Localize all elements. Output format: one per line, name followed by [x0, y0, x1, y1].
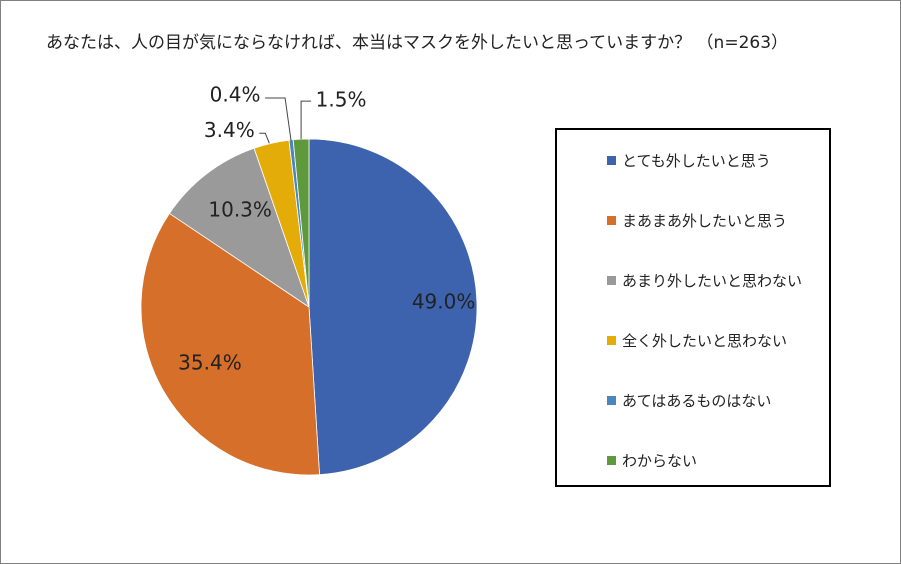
data-label: 1.5% — [316, 88, 367, 112]
pie-slice — [308, 138, 478, 476]
legend-swatch — [607, 215, 616, 225]
legend: とても外したいと思う まあまあ外したいと思う あまり外したいと思わない 全く外し… — [555, 128, 831, 487]
legend-label: あまり外したいと思わない — [622, 271, 803, 290]
legend-label: まあまあ外したいと思う — [622, 211, 788, 230]
pie-slice — [168, 147, 310, 308]
data-label: 35.4% — [178, 350, 242, 374]
legend-swatch — [607, 155, 616, 165]
legend-swatch — [607, 275, 616, 285]
legend-label: 全く外したいと思わない — [622, 331, 788, 350]
legend-item: まあまあ外したいと思う — [607, 210, 787, 230]
data-label: 0.4% — [210, 82, 261, 106]
legend-swatch — [607, 395, 616, 405]
leader-line — [259, 132, 270, 144]
chart-title: あなたは、人の目が気にならなければ、本当はマスクを外したいと思っていますか？ （… — [46, 33, 789, 53]
leader-line — [300, 100, 312, 140]
data-label: 10.3% — [208, 198, 272, 222]
legend-item: あてはあるものはない — [607, 390, 771, 410]
legend-swatch — [607, 335, 616, 345]
legend-swatch — [607, 455, 616, 465]
legend-item: とても外したいと思う — [607, 150, 771, 170]
pie-slice — [292, 138, 310, 308]
legend-item: あまり外したいと思わない — [607, 270, 802, 290]
data-label: 49.0% — [412, 289, 476, 313]
legend-label: とても外したいと思う — [622, 151, 771, 170]
leader-line — [265, 97, 292, 142]
pie-slice — [140, 212, 320, 476]
legend-label: わからない — [622, 451, 698, 470]
legend-item: 全く外したいと思わない — [607, 330, 787, 350]
legend-label: あてはあるものはない — [622, 391, 772, 410]
data-label: 3.4% — [204, 118, 255, 142]
legend-item: わからない — [607, 450, 697, 470]
